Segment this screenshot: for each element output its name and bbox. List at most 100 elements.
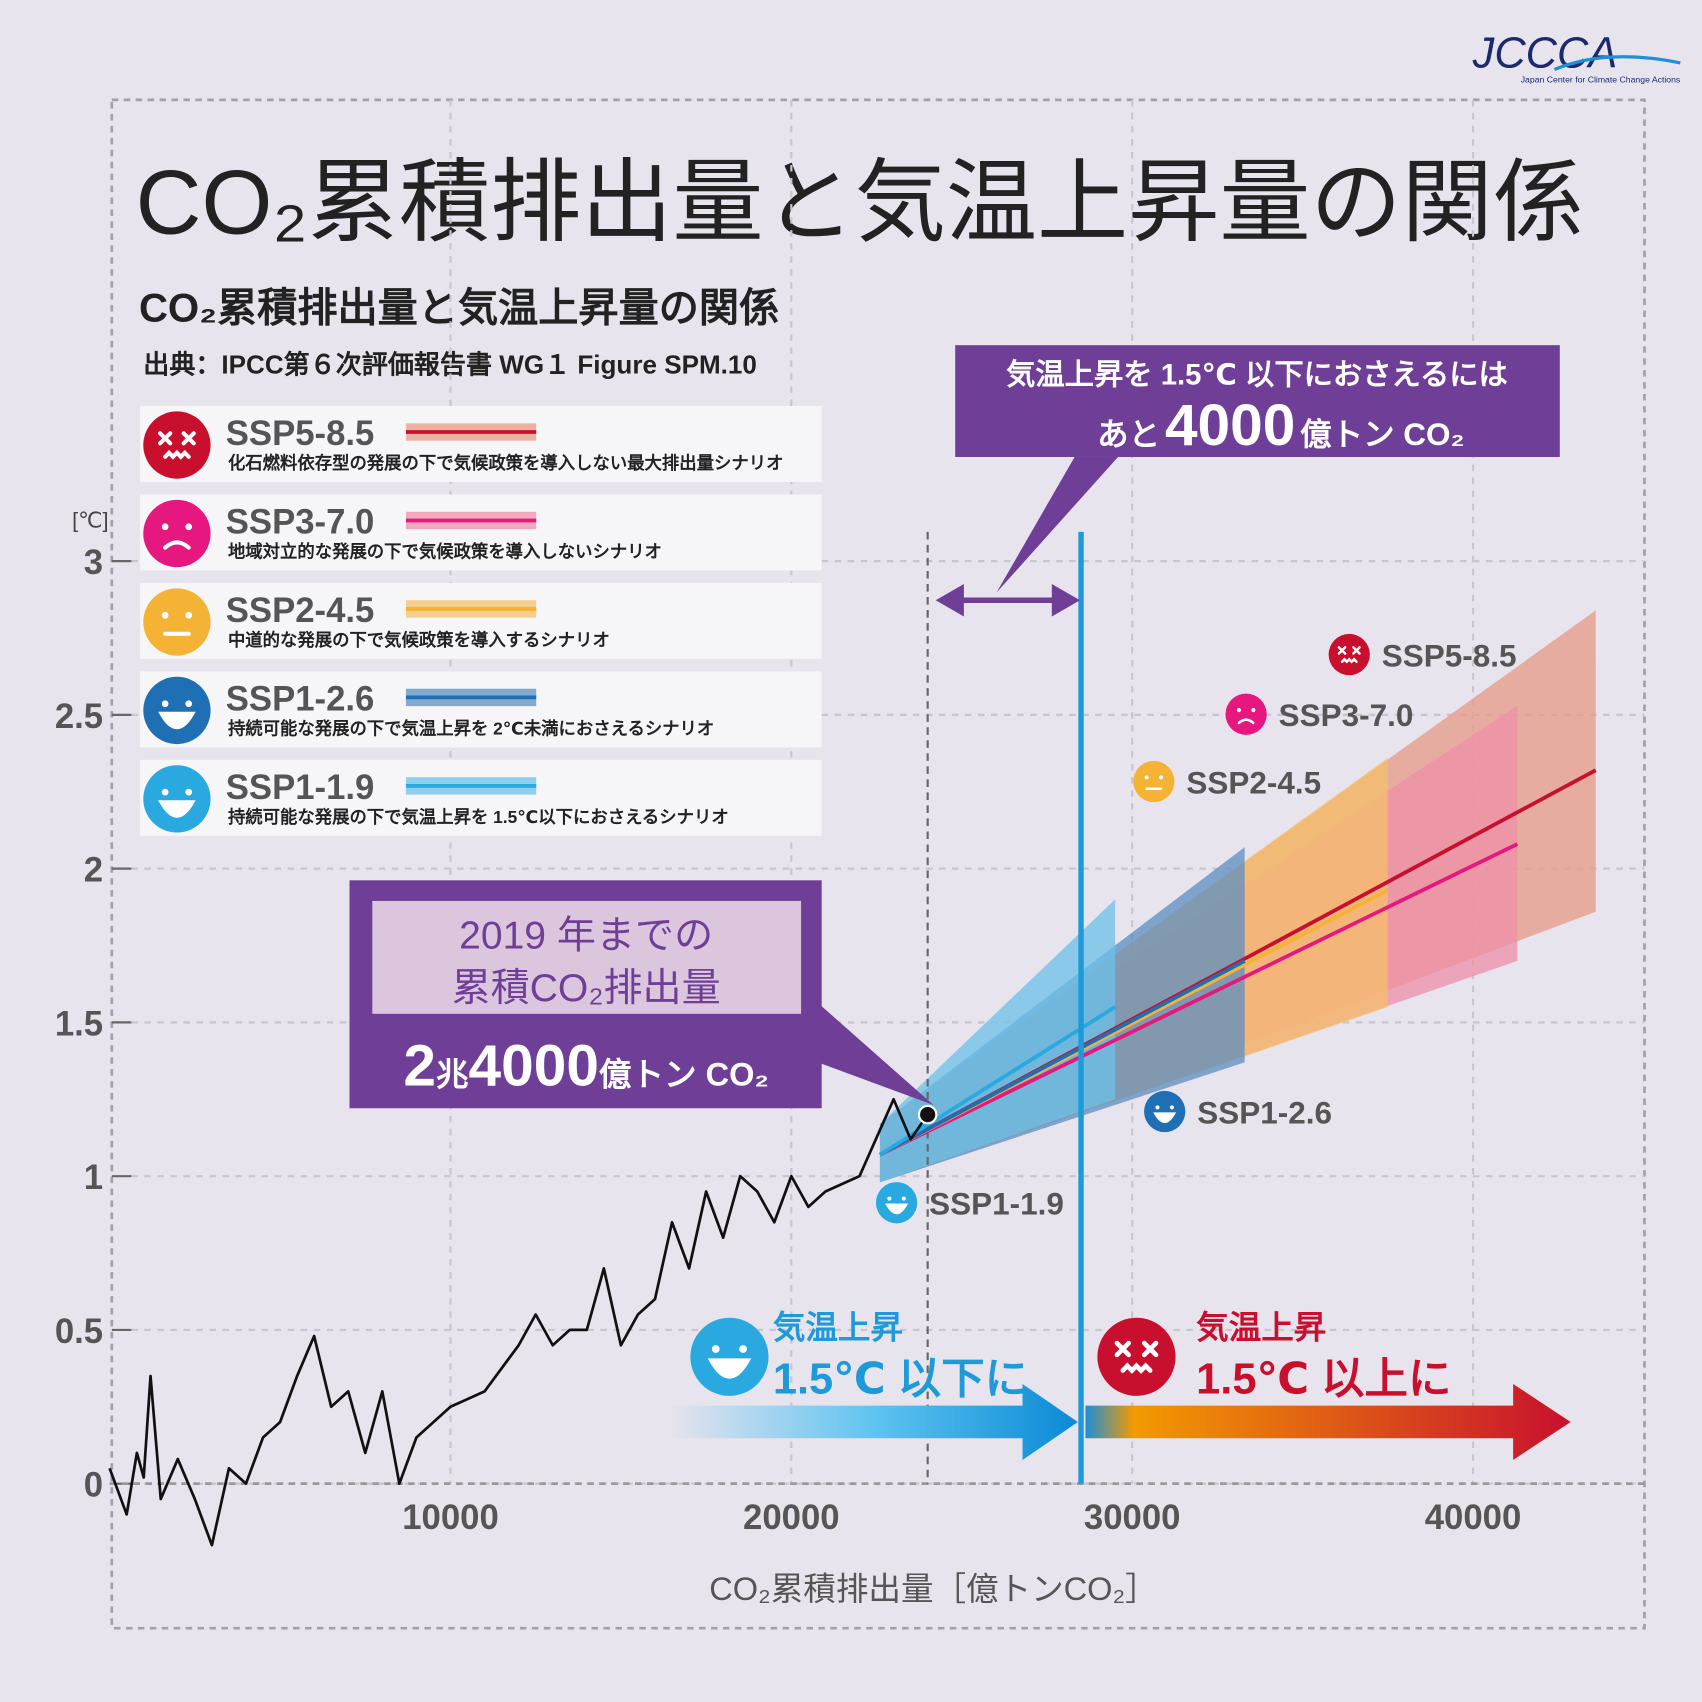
series-line bbox=[879, 959, 1246, 1157]
remaining-amount: 4000 bbox=[1165, 393, 1295, 458]
face-eye bbox=[1251, 708, 1256, 713]
subtitle: CO₂累積排出量と気温上昇量の関係 bbox=[139, 285, 779, 330]
face bbox=[143, 588, 211, 656]
x-axis-title: CO₂累積排出量［億トンCO₂］ bbox=[709, 1571, 1157, 1607]
legend-item bbox=[140, 405, 822, 482]
face-mouth bbox=[1120, 1362, 1153, 1374]
below-line1: 気温上昇 bbox=[773, 1309, 903, 1345]
face bbox=[1133, 760, 1175, 803]
face-mouth bbox=[1340, 657, 1358, 664]
legend-name: SSP3-7.0 bbox=[226, 504, 375, 542]
legend-description: 地域対立的な発展の下で気候政策を導入しないシナリオ bbox=[228, 541, 662, 561]
past-d: 億トン CO₂ bbox=[599, 1056, 769, 1092]
overlay: 気温上昇を 1.5℃ 以下におさえるには あと 4000 億トン CO₂ 201… bbox=[349, 345, 1571, 1460]
face-eye bbox=[1169, 1105, 1174, 1110]
present-dot bbox=[917, 1104, 938, 1125]
logo-swoosh bbox=[1553, 55, 1681, 71]
face-eye bbox=[1236, 708, 1241, 713]
face-mouth bbox=[1237, 718, 1255, 725]
face-eye bbox=[181, 431, 196, 446]
series-label: SSP2-4.5 bbox=[1186, 765, 1321, 800]
face-eye bbox=[1158, 775, 1164, 780]
y-tick-label: 0 bbox=[84, 1467, 103, 1505]
legend-item bbox=[140, 759, 822, 836]
series-label: SSP3-7.0 bbox=[1279, 698, 1414, 733]
logo: JCCCA bbox=[1472, 29, 1618, 77]
past-b: 兆 bbox=[436, 1056, 469, 1092]
face bbox=[1328, 633, 1370, 676]
past-amount: 2兆4000億トン CO₂ bbox=[403, 1033, 769, 1098]
face-eye bbox=[711, 1345, 720, 1353]
x-tick-label: 20000 bbox=[743, 1499, 840, 1537]
face-mouth bbox=[158, 711, 196, 730]
face-mouth bbox=[163, 449, 191, 460]
series-label: SSP1-1.9 bbox=[929, 1187, 1064, 1222]
band bbox=[879, 899, 1116, 1183]
face-mouth bbox=[158, 800, 196, 818]
face bbox=[1097, 1317, 1176, 1396]
legend-description: 持続可能な発展の下で気温上昇を 2℃未満におさえるシナリオ bbox=[228, 718, 714, 738]
face bbox=[1225, 693, 1267, 735]
remaining-line1: 気温上昇を 1.5℃ 以下におさえるには bbox=[1006, 358, 1508, 391]
face bbox=[875, 1182, 918, 1224]
face-eye bbox=[739, 1345, 748, 1353]
face-eye bbox=[161, 611, 169, 619]
series-label: SSP1-2.6 bbox=[1197, 1095, 1332, 1130]
x-tick-label: 40000 bbox=[1425, 1499, 1522, 1537]
above-line1: 気温上昇 bbox=[1196, 1309, 1326, 1345]
y-unit: [℃] bbox=[72, 508, 108, 533]
past-line1: 2019 年までの bbox=[459, 915, 713, 958]
face-mouth bbox=[885, 1203, 909, 1215]
past-pointer bbox=[803, 989, 934, 1105]
legend-description: 中道的な発展の下で気候政策を導入するシナリオ bbox=[228, 630, 610, 650]
remaining-line2: あと 4000 億トン CO₂ bbox=[1097, 393, 1464, 458]
face-eye bbox=[1114, 1340, 1132, 1358]
face-eye bbox=[161, 523, 169, 531]
past-callout-inner bbox=[372, 900, 802, 1014]
legend-item bbox=[140, 671, 822, 748]
face-eye bbox=[1337, 646, 1347, 655]
face-eye bbox=[1352, 646, 1361, 655]
face bbox=[143, 765, 211, 833]
legend-name: SSP5-8.5 bbox=[226, 415, 375, 453]
past-a: 2 bbox=[403, 1033, 436, 1098]
above-line2: 1.5℃ 以上に bbox=[1196, 1356, 1451, 1404]
main-title: CO₂累積排出量と気温上昇量の関係 bbox=[136, 151, 1584, 253]
face-mouth bbox=[707, 1358, 752, 1379]
y-tick-label: 2.5 bbox=[55, 698, 103, 736]
face bbox=[690, 1317, 769, 1396]
face bbox=[143, 499, 211, 568]
face-eye bbox=[161, 788, 169, 796]
face-eye bbox=[1144, 775, 1149, 780]
y-tick-label: 2 bbox=[84, 852, 103, 890]
face-eye bbox=[901, 1196, 906, 1201]
remaining-prefix: あと bbox=[1097, 417, 1160, 452]
below-line2: 1.5℃ 以下に bbox=[773, 1356, 1028, 1404]
x-tick-label: 30000 bbox=[1084, 1499, 1181, 1537]
face bbox=[1144, 1090, 1186, 1133]
legend-name: SSP1-2.6 bbox=[226, 680, 375, 718]
x-tick-label: 10000 bbox=[402, 1499, 499, 1537]
face bbox=[143, 676, 211, 745]
legend-name: SSP2-4.5 bbox=[226, 592, 375, 630]
y-tick-label: 1.5 bbox=[55, 1005, 103, 1043]
face-eye bbox=[1155, 1105, 1160, 1110]
observed-line bbox=[108, 1097, 929, 1547]
y-tick-label: 1 bbox=[84, 1159, 103, 1197]
plot-frame bbox=[110, 98, 1646, 1630]
face-eye bbox=[185, 523, 193, 531]
series-line bbox=[879, 842, 1519, 1157]
legend-name: SSP1-1.9 bbox=[226, 769, 375, 807]
above-arrow bbox=[1085, 1383, 1571, 1460]
series-line bbox=[878, 1005, 1117, 1157]
past-line2: 累積CO₂排出量 bbox=[452, 967, 721, 1010]
face bbox=[143, 411, 211, 479]
face-eye bbox=[185, 788, 193, 796]
legend-item bbox=[140, 494, 822, 571]
legend: SSP5-8.5化石燃料依存型の発展の下で気候政策を導入しない最大排出量シナリオ… bbox=[140, 405, 1516, 1396]
face-eye bbox=[161, 700, 169, 708]
remaining-unit: 億トン CO₂ bbox=[1300, 417, 1464, 452]
face-mouth bbox=[1153, 1112, 1177, 1124]
